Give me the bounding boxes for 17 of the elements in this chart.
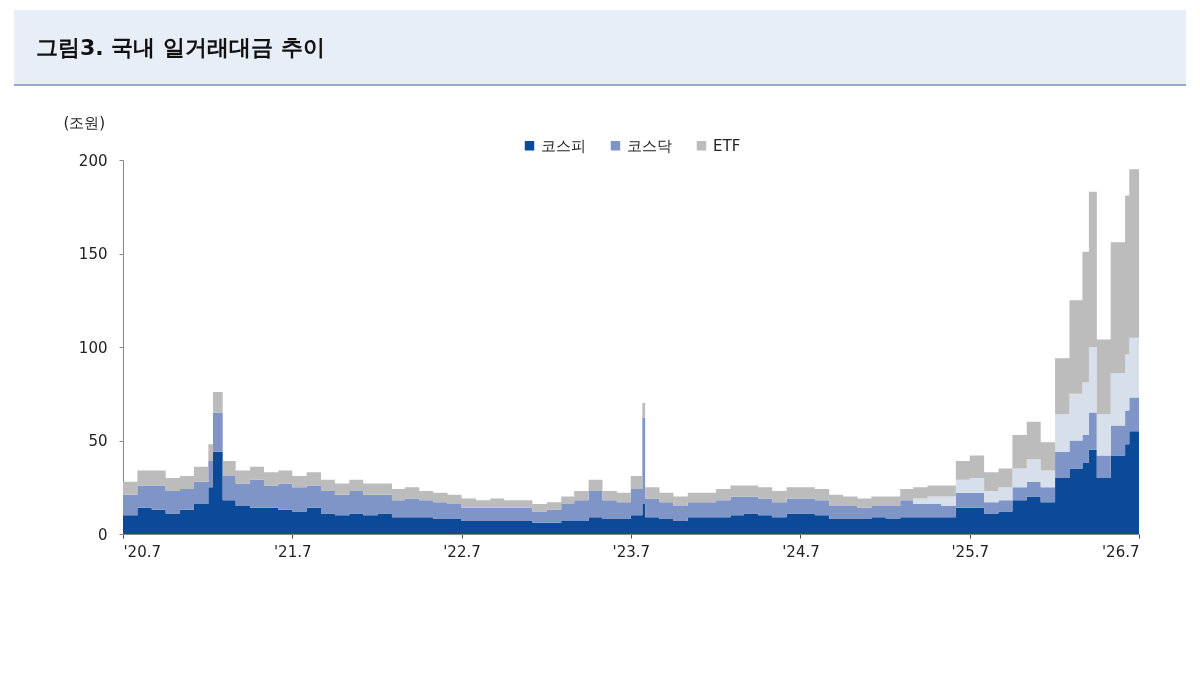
y-tick-label: 50 xyxy=(88,432,108,450)
legend-label: ETF xyxy=(713,136,741,155)
legend-label: 코스피 xyxy=(541,136,586,155)
y-tick-label: 200 xyxy=(78,151,108,170)
x-tick-label: '25.7 xyxy=(951,542,990,561)
x-tick-label: '26.7 xyxy=(1101,542,1140,561)
x-tick-label: '22.7 xyxy=(443,542,481,561)
x-tick-label: '21.7 xyxy=(273,542,312,561)
y-tick-label: 0 xyxy=(97,525,108,544)
x-tick-label: '24.7 xyxy=(782,542,820,561)
x-tick-label: '23.7 xyxy=(612,542,651,561)
y-tick-label: 150 xyxy=(78,245,108,263)
y-tick-label: 100 xyxy=(78,338,108,357)
chart-title: 그림3. 국내 일거래대금 추이 xyxy=(14,10,1186,86)
x-tick-label: '20.7 xyxy=(123,542,162,561)
legend-label: 코스닥 xyxy=(627,136,672,155)
y-axis-title: (조원) xyxy=(63,113,106,132)
